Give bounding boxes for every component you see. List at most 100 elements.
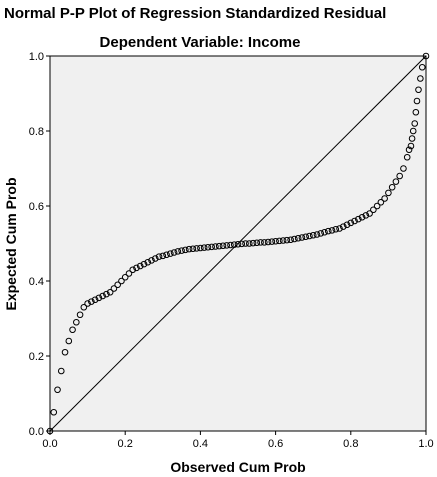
- x-axis-title: Observed Cum Prob: [170, 459, 305, 475]
- data-point: [223, 242, 231, 249]
- data-point: [65, 337, 73, 345]
- x-axis-ticks: 0.0 0.2 0.4 0.6 0.8 1.0: [42, 431, 434, 450]
- data-point: [400, 165, 407, 172]
- reference-diagonal-line: [49, 55, 427, 432]
- data-point: [422, 52, 430, 60]
- data-point: [413, 97, 421, 105]
- data-point: [405, 146, 413, 154]
- data-point: [377, 198, 385, 206]
- x-tick-label: 1.0: [418, 438, 433, 450]
- y-axis-ticks: 0.0 0.2 0.4 0.6 0.8 1.0: [29, 51, 50, 438]
- data-point: [182, 246, 189, 254]
- data-point: [276, 237, 283, 245]
- data-point: [103, 290, 110, 298]
- data-point: [95, 294, 103, 302]
- data-point: [328, 227, 336, 234]
- data-point: [261, 239, 268, 246]
- data-point: [88, 298, 95, 305]
- data-point: [309, 231, 317, 239]
- data-point: [121, 273, 129, 281]
- data-point: [412, 108, 420, 116]
- data-point: [91, 296, 99, 304]
- y-axis-title: Expected Cum Prob: [3, 177, 19, 310]
- data-point: [324, 227, 332, 235]
- scatter-points: [46, 52, 430, 435]
- data-point: [249, 239, 257, 247]
- data-point: [381, 195, 388, 202]
- data-point: [317, 230, 325, 237]
- data-point: [287, 236, 294, 244]
- data-point: [106, 288, 114, 296]
- data-point: [174, 248, 182, 255]
- data-point: [170, 249, 178, 256]
- data-point: [215, 242, 223, 250]
- x-tick-label: 0.0: [42, 438, 57, 450]
- data-point: [358, 213, 366, 221]
- data-point: [148, 257, 155, 264]
- data-point: [144, 258, 152, 266]
- data-point: [230, 241, 238, 248]
- data-point: [418, 63, 426, 71]
- data-point: [99, 292, 106, 300]
- data-point: [355, 215, 362, 223]
- data-point: [167, 250, 174, 257]
- data-point: [415, 86, 422, 94]
- data-point: [336, 225, 343, 232]
- data-point: [366, 210, 373, 217]
- data-point: [257, 239, 264, 246]
- data-point: [76, 311, 84, 319]
- data-point: [114, 281, 121, 289]
- data-point: [46, 427, 54, 435]
- data-point: [80, 303, 88, 311]
- data-point: [185, 245, 193, 253]
- data-point: [351, 217, 358, 225]
- data-point: [163, 251, 170, 259]
- y-tick-label: 0.0: [29, 426, 44, 438]
- data-point: [151, 255, 159, 262]
- data-point: [69, 326, 76, 334]
- data-point: [298, 234, 306, 241]
- data-point: [347, 219, 355, 227]
- data-point: [411, 120, 419, 127]
- data-point: [385, 189, 392, 197]
- x-tick-label: 0.8: [343, 438, 358, 450]
- data-point: [283, 236, 291, 244]
- data-point: [373, 202, 381, 210]
- data-point: [279, 237, 287, 244]
- data-point: [253, 239, 261, 247]
- y-tick-label: 0.6: [29, 201, 44, 213]
- data-point: [204, 243, 212, 251]
- data-point: [193, 245, 200, 252]
- data-point: [408, 135, 416, 142]
- data-point: [200, 244, 208, 251]
- data-point: [84, 300, 91, 307]
- data-point: [129, 266, 137, 274]
- data-point: [242, 240, 249, 247]
- data-point: [291, 235, 298, 243]
- data-point: [136, 262, 144, 270]
- y-tick-label: 0.8: [29, 126, 44, 138]
- data-point: [343, 221, 351, 229]
- data-point: [197, 244, 204, 252]
- data-point: [362, 212, 370, 219]
- data-point: [332, 225, 340, 233]
- data-point: [339, 223, 347, 230]
- data-point: [234, 240, 242, 248]
- data-point: [208, 243, 215, 251]
- data-point: [178, 247, 185, 254]
- chart-subtitle: Dependent Variable: Income: [100, 34, 301, 51]
- data-point: [306, 232, 313, 240]
- data-point: [245, 240, 253, 247]
- data-point: [118, 277, 125, 285]
- data-point: [396, 172, 403, 180]
- data-point: [219, 242, 227, 250]
- data-point: [302, 233, 309, 241]
- data-point: [155, 253, 163, 260]
- y-tick-label: 1.0: [29, 51, 44, 63]
- data-point: [268, 238, 276, 245]
- data-point: [294, 234, 302, 242]
- y-tick-label: 0.4: [29, 276, 44, 288]
- data-point: [409, 127, 417, 135]
- data-point: [403, 153, 411, 161]
